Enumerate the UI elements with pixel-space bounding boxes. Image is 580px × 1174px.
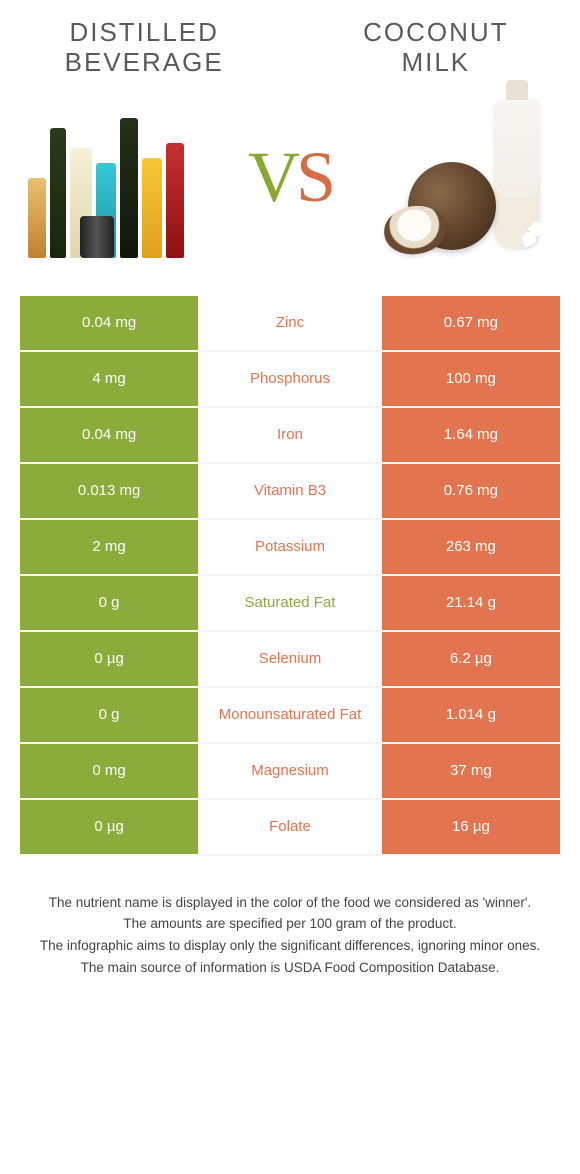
left-value-cell: 0 µg	[20, 632, 198, 688]
right-value-cell: 263 mg	[382, 520, 560, 576]
left-value-cell: 0 mg	[20, 744, 198, 800]
footnote-line: The main source of information is USDA F…	[36, 957, 544, 979]
left-value-cell: 0.013 mg	[20, 464, 198, 520]
right-title-line2: MILK	[312, 48, 560, 78]
right-value-cell: 1.64 mg	[382, 408, 560, 464]
footnote-line: The nutrient name is displayed in the co…	[36, 892, 544, 914]
table-row: 2 mgPotassium263 mg	[20, 520, 560, 576]
table-row: 0 mgMagnesium37 mg	[20, 744, 560, 800]
left-value-cell: 4 mg	[20, 352, 198, 408]
table-row: 0 µgFolate16 µg	[20, 800, 560, 856]
table-row: 0 gSaturated Fat21.14 g	[20, 576, 560, 632]
right-value-cell: 6.2 µg	[382, 632, 560, 688]
nutrient-name-cell: Folate	[198, 800, 382, 856]
footnote-line: The amounts are specified per 100 gram o…	[36, 913, 544, 935]
vs-label: VS	[248, 136, 332, 219]
hero-row: VS	[20, 88, 560, 268]
nutrient-name-cell: Potassium	[198, 520, 382, 576]
right-title-line1: COCONUT	[312, 18, 560, 48]
left-value-cell: 0 g	[20, 576, 198, 632]
right-value-cell: 1.014 g	[382, 688, 560, 744]
right-value-cell: 37 mg	[382, 744, 560, 800]
nutrient-name-cell: Monounsaturated Fat	[198, 688, 382, 744]
right-value-cell: 0.67 mg	[382, 296, 560, 352]
distilled-beverage-image	[20, 98, 200, 258]
left-title-line1: DISTILLED	[20, 18, 268, 48]
left-title-line2: BEVERAGE	[20, 48, 268, 78]
right-value-cell: 16 µg	[382, 800, 560, 856]
nutrient-name-cell: Saturated Fat	[198, 576, 382, 632]
table-row: 0.04 mgZinc0.67 mg	[20, 296, 560, 352]
nutrient-name-cell: Iron	[198, 408, 382, 464]
titles-row: DISTILLED BEVERAGE COCONUT MILK	[20, 18, 560, 78]
nutrient-comparison-table: 0.04 mgZinc0.67 mg4 mgPhosphorus100 mg0.…	[20, 296, 560, 856]
right-value-cell: 21.14 g	[382, 576, 560, 632]
coconut-milk-image	[380, 98, 560, 258]
nutrient-name-cell: Magnesium	[198, 744, 382, 800]
left-title: DISTILLED BEVERAGE	[20, 18, 268, 78]
footnotes: The nutrient name is displayed in the co…	[20, 892, 560, 998]
right-title: COCONUT MILK	[312, 18, 560, 78]
right-value-cell: 100 mg	[382, 352, 560, 408]
left-value-cell: 0 g	[20, 688, 198, 744]
left-value-cell: 0 µg	[20, 800, 198, 856]
left-value-cell: 0.04 mg	[20, 296, 198, 352]
nutrient-name-cell: Vitamin B3	[198, 464, 382, 520]
left-value-cell: 0.04 mg	[20, 408, 198, 464]
left-value-cell: 2 mg	[20, 520, 198, 576]
nutrient-name-cell: Selenium	[198, 632, 382, 688]
table-row: 0 µgSelenium6.2 µg	[20, 632, 560, 688]
table-row: 0.04 mgIron1.64 mg	[20, 408, 560, 464]
nutrient-name-cell: Zinc	[198, 296, 382, 352]
table-row: 0 gMonounsaturated Fat1.014 g	[20, 688, 560, 744]
table-row: 4 mgPhosphorus100 mg	[20, 352, 560, 408]
table-row: 0.013 mgVitamin B30.76 mg	[20, 464, 560, 520]
footnote-line: The infographic aims to display only the…	[36, 935, 544, 957]
right-value-cell: 0.76 mg	[382, 464, 560, 520]
infographic-container: DISTILLED BEVERAGE COCONUT MILK VS 0.04 …	[0, 0, 580, 998]
nutrient-name-cell: Phosphorus	[198, 352, 382, 408]
